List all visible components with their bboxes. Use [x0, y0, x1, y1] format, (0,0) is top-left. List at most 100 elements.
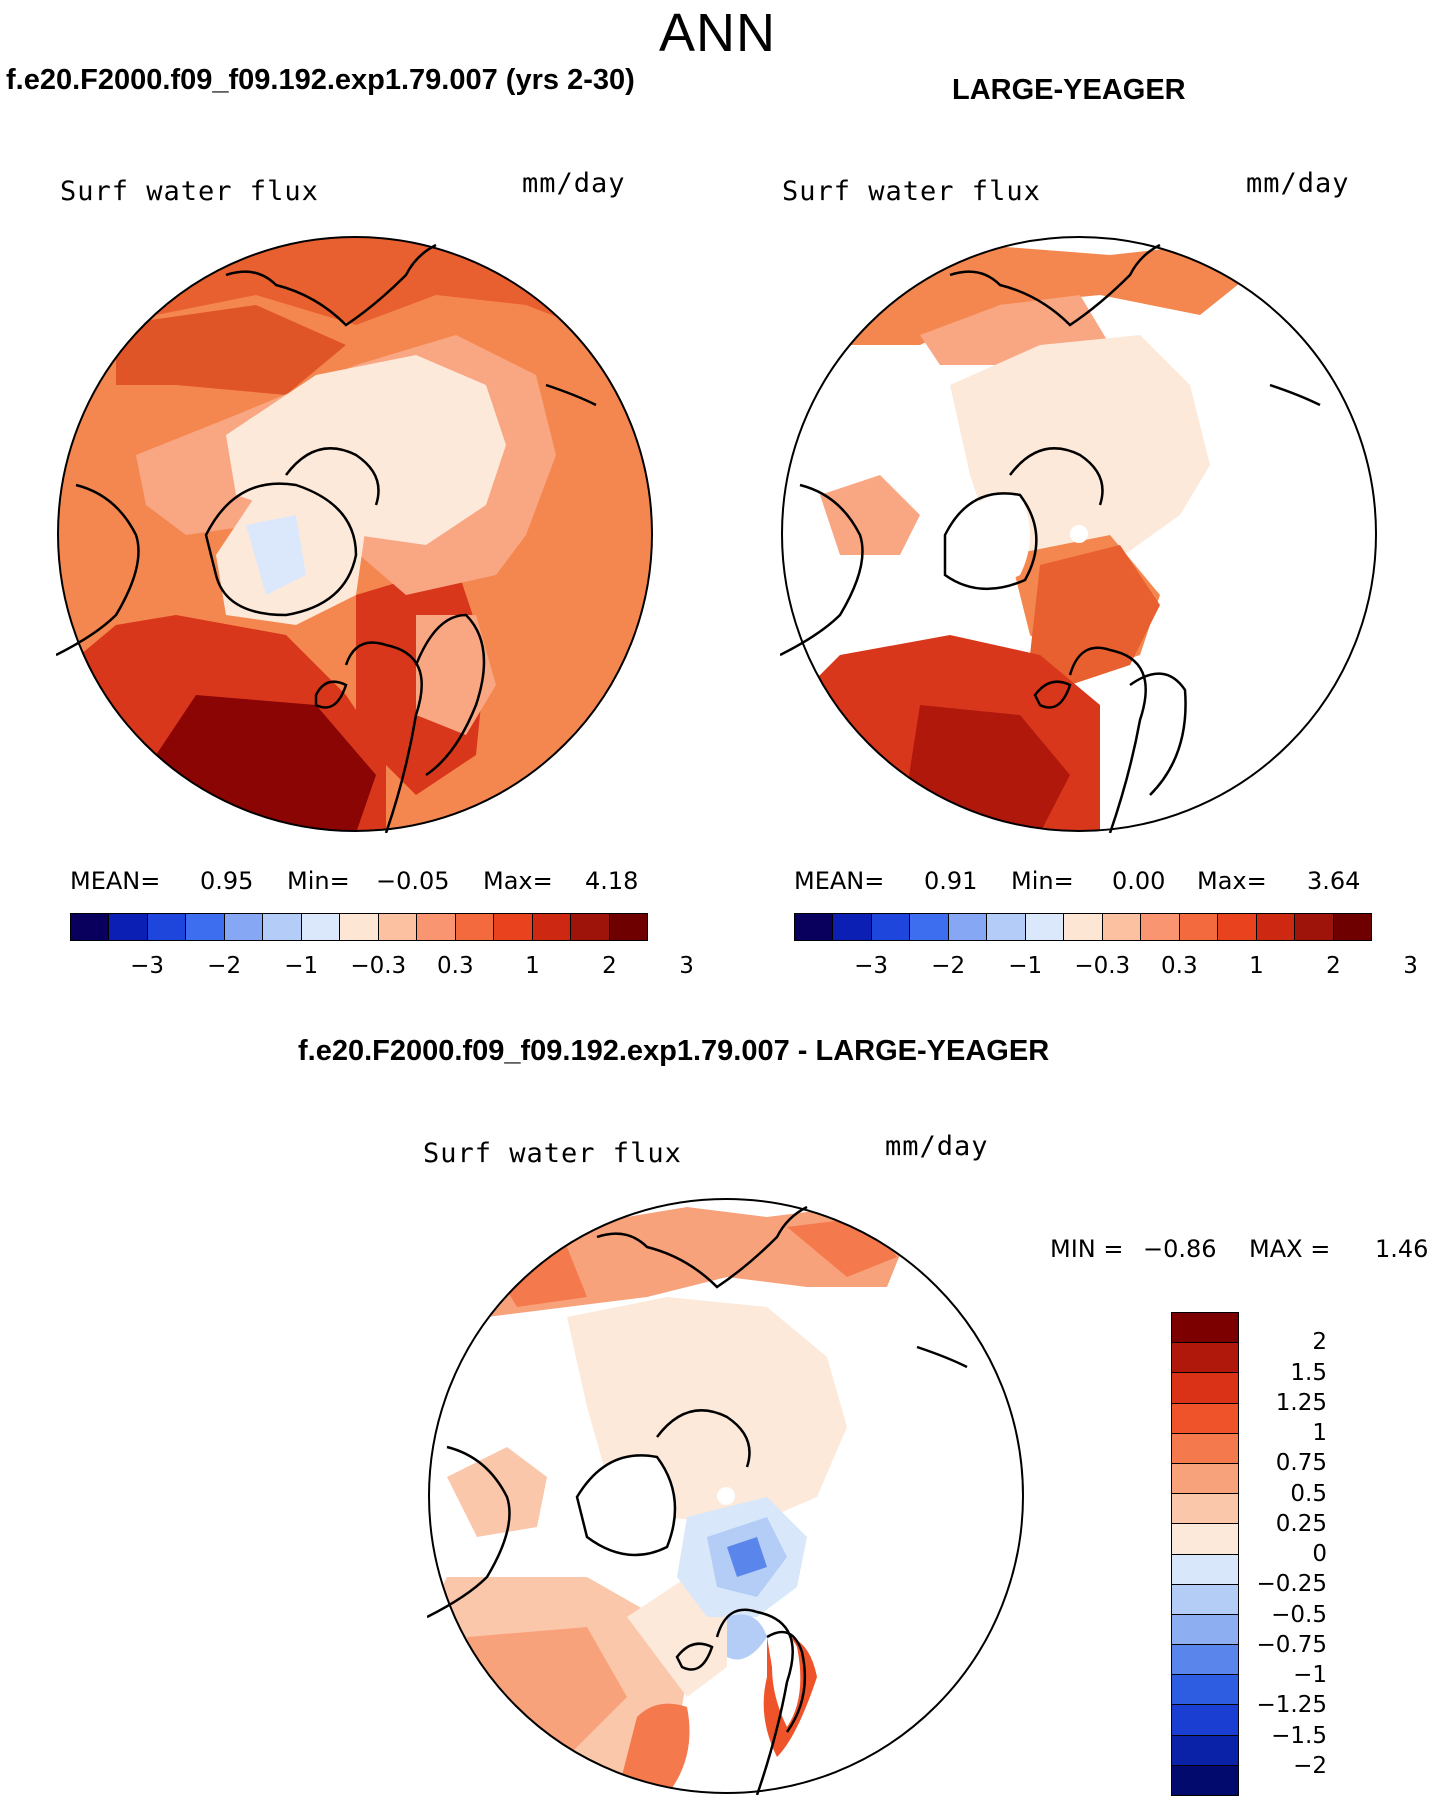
- colorbar-tick-label: −1: [1293, 1662, 1327, 1688]
- right-colorbar: [794, 913, 1372, 941]
- diff-coastlines-icon: [427, 1205, 968, 1795]
- colorbar-tick-label: 0.75: [1275, 1450, 1327, 1477]
- colorbar-tick-label: −1.5: [1271, 1722, 1327, 1749]
- colorbar-swatch: [1172, 1584, 1238, 1615]
- colorbar-swatch: [571, 914, 610, 940]
- colorbar-tick-label: −0.25: [1256, 1571, 1327, 1598]
- colorbar-swatch: [340, 914, 379, 940]
- right-min-label: Min=: [1011, 867, 1074, 895]
- left-colorbar: [70, 913, 648, 941]
- right-panel-title: LARGE-YEAGER: [952, 74, 1186, 106]
- colorbar-swatch: [301, 914, 341, 940]
- colorbar-tick-label: 2: [602, 953, 617, 979]
- left-max-value: 4.18: [585, 867, 639, 895]
- colorbar-swatch: [1172, 1463, 1238, 1495]
- right-min-value: 0.00: [1112, 867, 1166, 895]
- colorbar-tick-label: −2: [207, 953, 242, 979]
- right-variable-label: Surf water flux: [782, 176, 1041, 207]
- colorbar-tick-label: −1: [1008, 953, 1043, 979]
- colorbar-tick-label: −0.5: [1271, 1601, 1327, 1628]
- colorbar-swatch: [609, 914, 648, 940]
- colorbar-swatch: [147, 914, 187, 940]
- colorbar-tick-label: 1.5: [1290, 1359, 1327, 1386]
- colorbar-swatch: [71, 914, 110, 940]
- colorbar-swatch: [910, 914, 949, 940]
- right-mean-label: MEAN=: [794, 867, 885, 895]
- colorbar-swatch: [1172, 1524, 1238, 1555]
- colorbar-swatch: [1172, 1554, 1238, 1585]
- colorbar-tick-label: 3: [679, 953, 694, 979]
- diff-variable-label: Surf water flux: [423, 1138, 682, 1169]
- right-mean-value: 0.91: [924, 867, 978, 895]
- colorbar-swatch: [263, 914, 302, 940]
- colorbar-swatch: [378, 914, 418, 940]
- colorbar-swatch: [1172, 1705, 1238, 1736]
- colorbar-swatch: [109, 914, 148, 940]
- colorbar-tick-label: 1: [1249, 953, 1264, 979]
- colorbar-swatch: [1172, 1343, 1238, 1374]
- colorbar-swatch: [1172, 1614, 1238, 1646]
- diff-max-label: MAX =: [1249, 1235, 1331, 1263]
- colorbar-swatch: [795, 914, 834, 940]
- diff-max-value: 1.46: [1375, 1235, 1429, 1263]
- right-coastlines-icon: [780, 243, 1321, 833]
- colorbar-tick-label: −1.25: [1256, 1692, 1327, 1719]
- colorbar-swatch: [1172, 1765, 1238, 1795]
- diff-colorbar: [1171, 1312, 1239, 1796]
- colorbar-tick-label: 0.25: [1275, 1510, 1327, 1537]
- left-min-label: Min=: [287, 867, 350, 895]
- colorbar-swatch: [1172, 1313, 1238, 1344]
- left-mean-label: MEAN=: [70, 867, 161, 895]
- colorbar-tick-label: 1: [1312, 1420, 1327, 1446]
- right-max-label: Max=: [1197, 867, 1267, 895]
- colorbar-swatch: [833, 914, 872, 940]
- diff-panel-title: f.e20.F2000.f09_f09.192.exp1.79.007 - LA…: [298, 1035, 1050, 1067]
- right-units-label: mm/day: [1246, 168, 1350, 199]
- colorbar-swatch: [1218, 914, 1257, 940]
- colorbar-tick-label: −3: [130, 953, 165, 979]
- colorbar-swatch: [1172, 1735, 1238, 1766]
- colorbar-tick-label: −3: [854, 953, 889, 979]
- left-colorbar-ticks: −3 −2 −1 −0.3 0.3 1 2 3: [70, 953, 694, 983]
- colorbar-swatch: [1141, 914, 1180, 940]
- left-coastlines-icon: [56, 243, 597, 833]
- diff-polar-map: [427, 1198, 1024, 1795]
- diff-min-label: MIN =: [1050, 1235, 1124, 1263]
- colorbar-swatch: [987, 914, 1026, 940]
- diff-units-label: mm/day: [885, 1131, 989, 1162]
- left-panel-title: f.e20.F2000.f09_f09.192.exp1.79.007 (yrs…: [6, 64, 635, 96]
- colorbar-swatch: [1172, 1645, 1238, 1676]
- page-title: ANN: [658, 3, 776, 63]
- diff-colorbar-ticks: 2 1.5 1.25 1 0.75 0.5 0.25 0 −0.25 −0.5 −0.75 −1 −1.…: [1217, 1312, 1327, 1796]
- colorbar-tick-label: −2: [1293, 1752, 1327, 1779]
- colorbar-swatch: [871, 914, 911, 940]
- colorbar-tick-label: 2: [1326, 953, 1341, 979]
- colorbar-tick-label: 2: [1312, 1329, 1327, 1356]
- colorbar-tick-label: 0.3: [1161, 953, 1198, 979]
- colorbar-swatch: [1256, 914, 1296, 940]
- colorbar-swatch: [1064, 914, 1103, 940]
- colorbar-tick-label: 1: [525, 953, 540, 979]
- left-variable-label: Surf water flux: [60, 176, 319, 207]
- left-units-label: mm/day: [522, 168, 626, 199]
- colorbar-swatch: [1172, 1433, 1238, 1464]
- colorbar-swatch: [1172, 1494, 1238, 1525]
- colorbar-swatch: [1295, 914, 1334, 940]
- colorbar-tick-label: −0.3: [1074, 953, 1131, 979]
- right-polar-map: [780, 236, 1377, 833]
- colorbar-tick-label: 0.3: [437, 953, 474, 979]
- colorbar-swatch: [532, 914, 572, 940]
- colorbar-swatch: [224, 914, 264, 940]
- colorbar-swatch: [1179, 914, 1219, 940]
- right-colorbar-ticks: −3 −2 −1 −0.3 0.3 1 2 3: [794, 953, 1418, 983]
- left-polar-map: [56, 236, 653, 833]
- colorbar-swatch: [1172, 1403, 1238, 1434]
- left-max-label: Max=: [483, 867, 553, 895]
- colorbar-tick-label: 3: [1403, 953, 1418, 979]
- diff-min-value: −0.86: [1143, 1235, 1217, 1263]
- right-max-value: 3.64: [1307, 867, 1361, 895]
- colorbar-swatch: [455, 914, 495, 940]
- colorbar-swatch: [417, 914, 456, 940]
- colorbar-swatch: [494, 914, 533, 940]
- colorbar-tick-label: −2: [931, 953, 966, 979]
